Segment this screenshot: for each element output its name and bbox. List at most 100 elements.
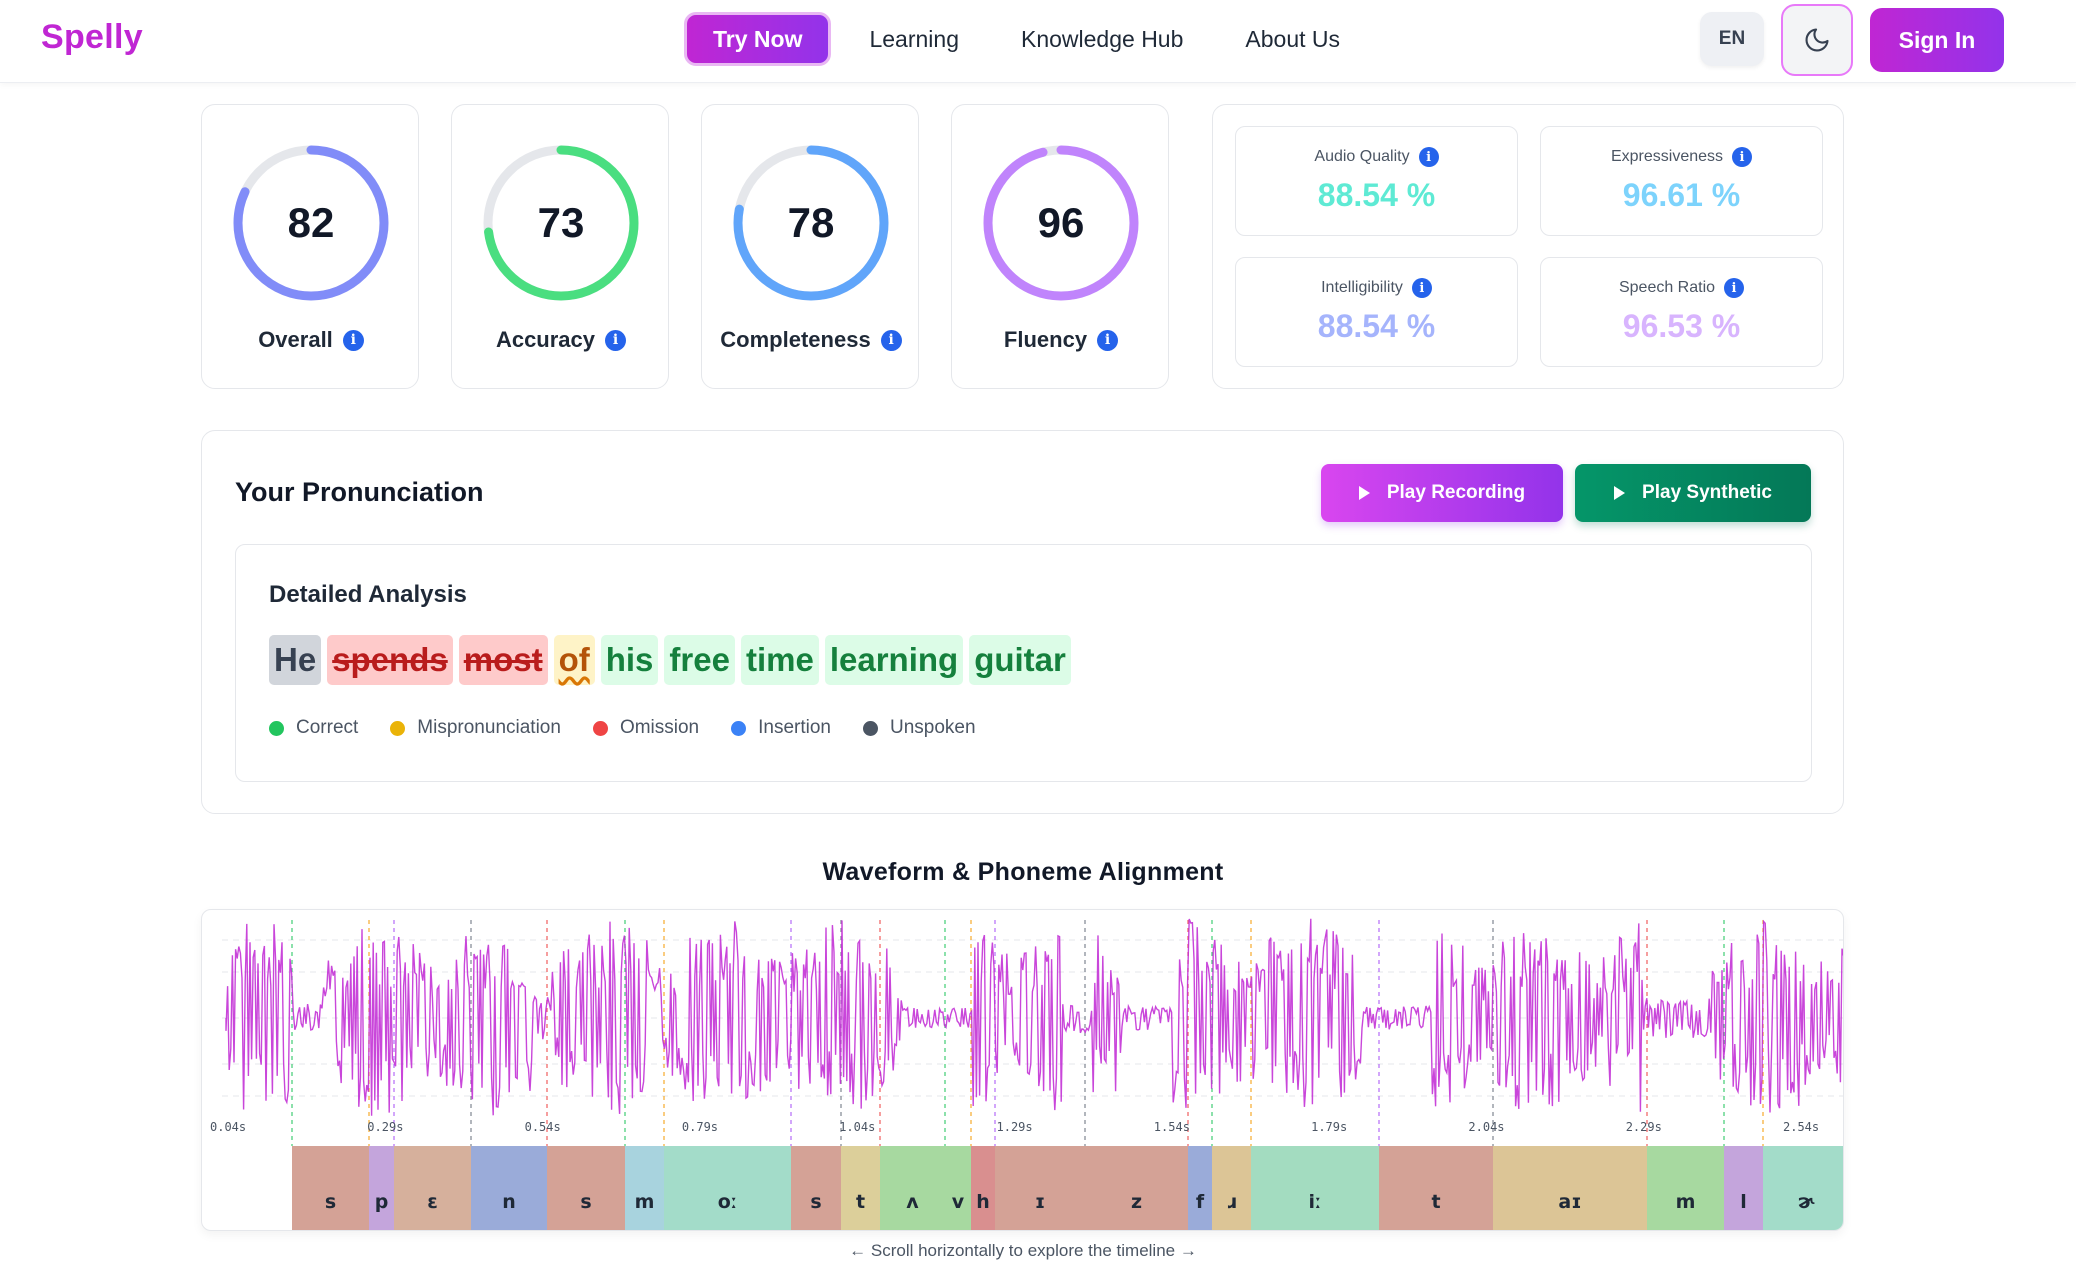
info-icon[interactable]: i xyxy=(342,329,364,351)
time-label: 0.04s xyxy=(210,1120,246,1134)
phoneme-segment[interactable] xyxy=(971,1146,995,1231)
phoneme-segment[interactable] xyxy=(791,1146,841,1231)
info-icon[interactable]: i xyxy=(1411,278,1432,298)
time-label: 0.79s xyxy=(682,1120,718,1134)
phoneme-segment[interactable] xyxy=(394,1146,471,1231)
phoneme-label: m xyxy=(1676,1191,1696,1213)
metric-value: 96.61 % xyxy=(1622,177,1741,213)
score-ring-accuracy xyxy=(483,145,639,301)
nav-link-learning[interactable]: Learning xyxy=(869,25,959,52)
phoneme-segment[interactable] xyxy=(1763,1146,1844,1231)
phoneme-segment[interactable] xyxy=(292,1146,369,1231)
metric-expressiveness: Expressiveness i 96.61 % xyxy=(1540,126,1823,236)
phoneme-label: h xyxy=(976,1191,990,1213)
info-icon[interactable]: i xyxy=(1732,147,1753,167)
phoneme-label: ɛ xyxy=(427,1191,438,1213)
metric-intelligibility: Intelligibility i 88.54 % xyxy=(1235,257,1518,367)
phoneme-label: oː xyxy=(718,1191,737,1213)
word-list: He spends most of his free time learning guitar xyxy=(269,635,1077,685)
metric-label: Audio Quality xyxy=(1314,148,1410,165)
metrics-panel: Audio Quality i 88.54 % Expressiveness i 9… xyxy=(1212,104,1844,389)
phoneme-segment[interactable] xyxy=(471,1146,547,1231)
time-label: 0.54s xyxy=(525,1120,561,1134)
detailed-analysis-card: Detailed Analysis He spends most of his free t… xyxy=(235,544,1812,782)
legend-item: Omission xyxy=(592,717,699,739)
info-icon[interactable]: i xyxy=(1724,278,1745,298)
word-token[interactable]: guitar xyxy=(969,635,1071,685)
phoneme-segment[interactable] xyxy=(1724,1146,1763,1231)
phoneme-segment[interactable] xyxy=(841,1146,880,1231)
logo[interactable]: Spelly xyxy=(41,18,143,56)
phoneme-label: z xyxy=(1131,1191,1142,1213)
legend-label: Mispronunciation xyxy=(417,717,561,738)
legend-item: Correct xyxy=(269,717,358,739)
info-icon[interactable]: i xyxy=(1097,329,1119,351)
nav-link-about-us[interactable]: About Us xyxy=(1245,25,1341,52)
phoneme-label: t xyxy=(1431,1191,1440,1213)
score-label: Completeness xyxy=(720,327,871,352)
word-token[interactable]: his xyxy=(600,635,659,685)
info-icon[interactable]: i xyxy=(605,329,627,351)
play-synthetic-label: Play Synthetic xyxy=(1642,482,1772,503)
language-button[interactable]: EN xyxy=(1700,12,1764,66)
phoneme-segment[interactable] xyxy=(1188,1146,1212,1231)
sign-in-button[interactable]: Sign In xyxy=(1870,8,2004,72)
info-icon[interactable]: i xyxy=(1418,147,1439,167)
score-ring-completeness xyxy=(733,145,889,301)
word-token[interactable]: most xyxy=(458,635,548,685)
score-value: 96 xyxy=(1037,199,1085,246)
legend-dot xyxy=(592,720,608,736)
word-token[interactable]: He xyxy=(269,635,322,685)
phoneme-segment[interactable] xyxy=(547,1146,625,1231)
nav-links: Try Now Learning Knowledge Hub About Us xyxy=(684,12,1342,66)
play-recording-label: Play Recording xyxy=(1386,482,1526,503)
phoneme-segment[interactable] xyxy=(1251,1146,1379,1231)
phoneme-label: f xyxy=(1196,1191,1205,1213)
score-ring-fluency xyxy=(983,145,1139,301)
phoneme-segment[interactable] xyxy=(664,1146,791,1231)
word-token[interactable]: learning xyxy=(824,635,964,685)
phoneme-label: s xyxy=(580,1191,591,1213)
metric-speech-ratio: Speech Ratio i 96.53 % xyxy=(1540,257,1823,367)
legend-item: Mispronunciation xyxy=(390,717,561,739)
phoneme-label: p xyxy=(375,1191,389,1213)
legend-dot xyxy=(731,720,747,736)
top-navbar: Spelly Try Now Learning Knowledge Hub Ab… xyxy=(0,0,2076,83)
theme-toggle-button[interactable] xyxy=(1781,4,1853,76)
play-synthetic-button[interactable]: Play Synthetic xyxy=(1575,464,1811,522)
play-recording-button[interactable]: Play Recording xyxy=(1321,464,1563,522)
play-icon xyxy=(1358,486,1370,500)
metric-value: 96.53 % xyxy=(1622,308,1741,344)
phoneme-segment[interactable] xyxy=(880,1146,945,1231)
phoneme-segment[interactable] xyxy=(1379,1146,1493,1231)
pronunciation-title: Your Pronunciation xyxy=(235,477,484,507)
score-label: Overall xyxy=(258,327,333,352)
legend-dot xyxy=(863,720,878,736)
phoneme-segment[interactable] xyxy=(369,1146,394,1231)
phoneme-segment[interactable] xyxy=(1493,1146,1647,1231)
phoneme-label: s xyxy=(810,1191,821,1213)
phoneme-segment[interactable] xyxy=(625,1146,664,1231)
info-icon[interactable]: i xyxy=(880,329,902,351)
word-token[interactable]: free xyxy=(664,635,735,685)
phoneme-segment[interactable] xyxy=(1647,1146,1724,1231)
word-token[interactable]: of xyxy=(553,635,595,685)
phoneme-segment[interactable] xyxy=(1085,1146,1188,1231)
phoneme-label: iː xyxy=(1309,1191,1322,1213)
try-now-button[interactable]: Try Now xyxy=(684,12,832,66)
word-token[interactable]: time xyxy=(740,635,819,685)
metric-label: Expressiveness xyxy=(1610,148,1724,165)
phoneme-segment[interactable] xyxy=(945,1146,971,1231)
nav-link-knowledge-hub[interactable]: Knowledge Hub xyxy=(1021,25,1184,52)
word-token[interactable]: spends xyxy=(327,635,453,685)
legend-item: Unspoken xyxy=(863,717,976,739)
phoneme-segment[interactable] xyxy=(995,1146,1085,1231)
legend-label: Unspoken xyxy=(890,717,976,738)
phoneme-segment[interactable] xyxy=(1212,1146,1251,1231)
waveform-timeline[interactable]: s p ɛ n s m oː s t ʌ v h ɪ z f ɹ iː t aɪ m l ɚ 0.04s 0.29s 0.54s… xyxy=(201,909,1844,1231)
score-label: Accuracy xyxy=(495,327,596,352)
score-value: 82 xyxy=(287,199,335,246)
score-card-accuracy: 73 Accuracy i xyxy=(451,104,669,389)
legend: Correct Mispronunciation Omission Insertion… xyxy=(269,717,1008,739)
score-value: 78 xyxy=(787,199,835,246)
